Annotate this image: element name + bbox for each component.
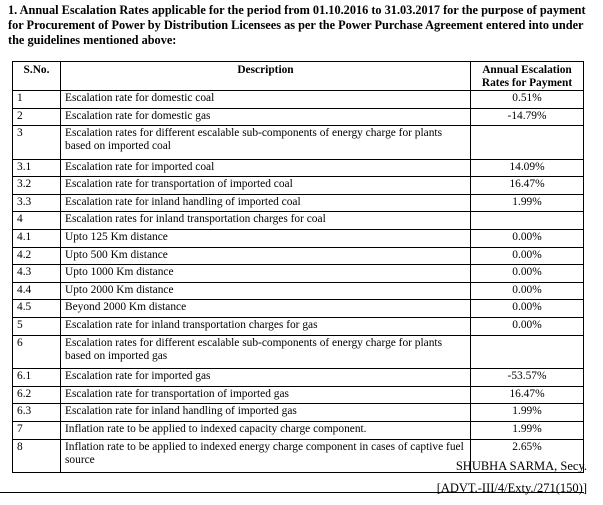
- table-header-row: S.No. Description Annual Escalation Rate…: [12, 61, 584, 91]
- table-row: 6.3 Escalation rate for inland handling o…: [12, 403, 584, 422]
- row-description: Escalation rate for imported gas: [60, 368, 471, 387]
- row-rate: 0.00%: [470, 246, 584, 266]
- row-sno: 4.1: [12, 229, 61, 248]
- table-row: 6.2 Escalation rate for transportation of…: [12, 385, 584, 405]
- row-description: Upto 125 Km distance: [60, 229, 471, 248]
- row-description: Escalation rate for inland handling of i…: [60, 193, 471, 213]
- row-description: Escalation rate for domestic coal: [60, 90, 471, 109]
- row-sno: 3: [12, 125, 61, 160]
- table-row: 6.1 Escalation rate for imported gas -53.5…: [12, 368, 584, 387]
- row-rate: 0.00%: [470, 317, 584, 336]
- header-description: Description: [60, 61, 471, 91]
- row-sno: 8: [12, 438, 61, 473]
- row-sno: 2: [12, 107, 61, 127]
- row-rate: 1.99%: [470, 403, 584, 422]
- row-description: Escalation rate for inland handling of i…: [60, 403, 471, 422]
- row-rate: -53.57%: [470, 368, 584, 387]
- table-row: 4.5 Beyond 2000 Km distance 0.00%: [12, 299, 584, 319]
- row-rate: 16.47%: [470, 176, 584, 195]
- table-row: 1 Escalation rate for domestic coal 0.51%: [12, 90, 584, 109]
- divider: [0, 492, 584, 493]
- row-description: Upto 2000 Km distance: [60, 281, 471, 301]
- row-description: Beyond 2000 Km distance: [60, 299, 471, 319]
- table-row: 3.1 Escalation rate for imported coal 14.0…: [12, 158, 584, 178]
- row-sno: 6.2: [12, 385, 61, 405]
- row-description: Escalation rate for inland transportatio…: [60, 317, 471, 336]
- row-description: Escalation rates for different escalable…: [60, 125, 471, 160]
- escalation-rates-table: S.No. Description Annual Escalation Rate…: [12, 61, 584, 473]
- intro-paragraph: 1. Annual Escalation Rates applicable fo…: [8, 3, 586, 47]
- row-description: Upto 1000 Km distance: [60, 264, 471, 283]
- row-rate: 0.51%: [470, 90, 584, 109]
- table-row: 4.1 Upto 125 Km distance 0.00%: [12, 229, 584, 248]
- row-rate: -14.79%: [470, 107, 584, 127]
- row-rate: [470, 334, 584, 370]
- row-sno: 6.3: [12, 403, 61, 422]
- row-description: Escalation rate for domestic gas: [60, 107, 471, 127]
- row-rate: 0.00%: [470, 281, 584, 301]
- row-description: Escalation rate for transportation of im…: [60, 385, 471, 405]
- row-sno: 4.2: [12, 246, 61, 266]
- row-description: Escalation rate for transportation of im…: [60, 176, 471, 195]
- row-description: Escalation rate for imported coal: [60, 158, 471, 178]
- header-sno: S.No.: [12, 61, 61, 91]
- table-row: 4 Escalation rates for inland transportat…: [12, 211, 584, 231]
- row-description: Upto 500 Km distance: [60, 246, 471, 266]
- row-rate: 14.09%: [470, 158, 584, 178]
- row-sno: 6: [12, 334, 61, 370]
- row-rate: 1.99%: [470, 420, 584, 440]
- advertisement-reference: [ADVT.-III/4/Exty./271(150)]: [436, 481, 587, 495]
- table-row: 7 Inflation rate to be applied to indexed…: [12, 420, 584, 440]
- row-sno: 4.5: [12, 299, 61, 319]
- row-sno: 5: [12, 317, 61, 336]
- row-rate: 0.00%: [470, 229, 584, 248]
- row-sno: 3.3: [12, 193, 61, 213]
- header-rate: Annual Escalation Rates for Payment: [470, 61, 584, 91]
- row-description: Inflation rate to be applied to indexed …: [60, 438, 471, 473]
- table-row: 4.3 Upto 1000 Km distance 0.00%: [12, 264, 584, 283]
- row-description: Escalation rates for inland transportati…: [60, 211, 471, 231]
- table-row: 5 Escalation rate for inland transportati…: [12, 317, 584, 336]
- row-description: Escalation rates for different escalable…: [60, 334, 471, 370]
- row-rate: 0.00%: [470, 264, 584, 283]
- row-sno: 7: [12, 420, 61, 440]
- table-row: 2 Escalation rate for domestic gas -14.79%: [12, 107, 584, 127]
- row-rate: 16.47%: [470, 385, 584, 405]
- row-rate: 2.65%: [470, 438, 584, 473]
- table-row: 3.3 Escalation rate for inland handling o…: [12, 193, 584, 213]
- row-rate: 1.99%: [470, 193, 584, 213]
- row-sno: 4: [12, 211, 61, 231]
- row-sno: 4.3: [12, 264, 61, 283]
- signature: SHUBHA SARMA, Secy.: [455, 459, 587, 473]
- row-sno: 3.1: [12, 158, 61, 178]
- row-sno: 3.2: [12, 176, 61, 195]
- table-row: 3.2 Escalation rate for transportation of…: [12, 176, 584, 195]
- row-sno: 4.4: [12, 281, 61, 301]
- row-rate: [470, 211, 584, 231]
- row-rate: 0.00%: [470, 299, 584, 319]
- row-description: Inflation rate to be applied to indexed …: [60, 420, 471, 440]
- row-rate: [470, 125, 584, 160]
- table-row: 4.4 Upto 2000 Km distance 0.00%: [12, 281, 584, 301]
- row-sno: 1: [12, 90, 61, 109]
- table-row: 6 Escalation rates for different escalabl…: [12, 334, 584, 370]
- row-sno: 6.1: [12, 368, 61, 387]
- table-row: 4.2 Upto 500 Km distance 0.00%: [12, 246, 584, 266]
- table-row: 3 Escalation rates for different escalabl…: [12, 125, 584, 160]
- table-row: 8 Inflation rate to be applied to indexed…: [12, 438, 584, 473]
